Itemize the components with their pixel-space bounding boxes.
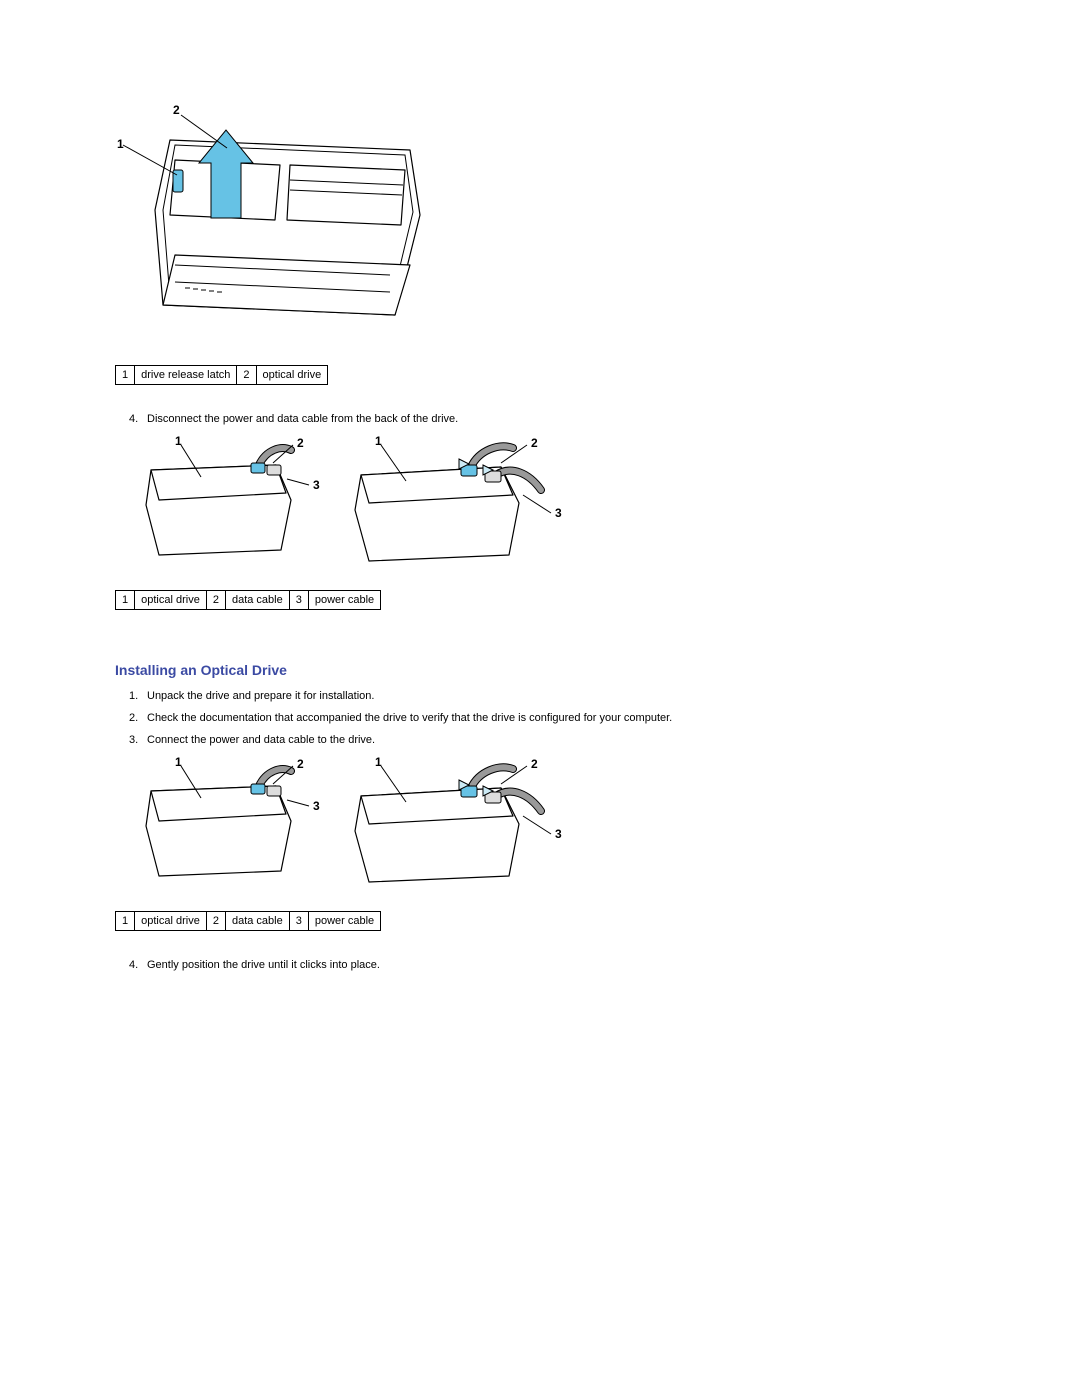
svg-text:1: 1 (175, 756, 182, 769)
figure-cables-2: 1 2 3 1 2 3 (141, 756, 965, 891)
svg-text:1: 1 (175, 435, 182, 448)
svg-text:1: 1 (375, 435, 382, 448)
legend-table-2: 1 optical drive 2 data cable 3 power cab… (115, 590, 381, 610)
legend-table-3: 1 optical drive 2 data cable 3 power cab… (115, 911, 381, 931)
svg-text:3: 3 (313, 478, 320, 492)
svg-text:2: 2 (297, 436, 304, 450)
legend-num: 1 (116, 366, 135, 385)
steps-install-a: 1. Unpack the drive and prepare it for i… (115, 690, 965, 746)
legend-num: 2 (237, 366, 256, 385)
svg-text:2: 2 (297, 757, 304, 771)
svg-text:3: 3 (555, 506, 562, 520)
svg-text:3: 3 (313, 799, 320, 813)
steps-disconnect: 4. Disconnect the power and data cable f… (115, 413, 965, 425)
figure-chassis: 1 2 (115, 90, 965, 345)
figure-cables-1: 1 2 3 (141, 435, 965, 570)
legend-label: drive release latch (135, 366, 237, 385)
step-text: Disconnect the power and data cable from… (147, 413, 458, 425)
svg-text:1: 1 (375, 756, 382, 769)
svg-text:2: 2 (531, 757, 538, 771)
callout-1: 1 (117, 137, 124, 151)
callout-2: 2 (173, 103, 180, 117)
section-heading: Installing an Optical Drive (115, 662, 965, 678)
steps-install-b: 4. Gently position the drive until it cl… (115, 959, 965, 971)
legend-table-1: 1 drive release latch 2 optical drive (115, 365, 328, 385)
legend-label: optical drive (256, 366, 328, 385)
svg-text:3: 3 (555, 827, 562, 841)
svg-text:2: 2 (531, 436, 538, 450)
step-marker: 4. (129, 413, 147, 425)
